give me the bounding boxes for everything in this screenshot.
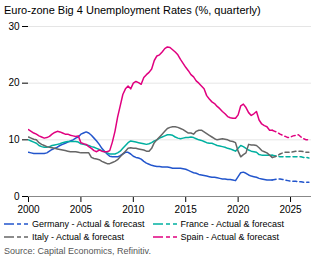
- svg-text:10: 10: [8, 134, 20, 145]
- html-text:Italy - Actual & forecast: Italy - Actual & forecast: [32, 232, 124, 242]
- html-text:Spain - Actual & forecast: Spain - Actual & forecast: [180, 232, 280, 242]
- svg-text:2000: 2000: [17, 204, 40, 215]
- svg-text:2020: 2020: [227, 204, 250, 215]
- svg-text:0: 0: [14, 191, 20, 202]
- svg-text:2005: 2005: [70, 204, 93, 215]
- html-text:Germany - Actual & forecast: Germany - Actual & forecast: [32, 219, 145, 229]
- svg-text:20: 20: [8, 77, 20, 88]
- svg-text:2015: 2015: [175, 204, 198, 215]
- html-text:Euro-zone Big 4 Unemployment R: Euro-zone Big 4 Unemployment Rates (%, q…: [4, 4, 261, 16]
- html-text:Source: Capital Economics, Ref: Source: Capital Economics, Refinitiv.: [4, 246, 151, 256]
- svg-text:30: 30: [8, 21, 20, 32]
- svg-text:2025: 2025: [279, 204, 302, 215]
- html-text:France - Actual & forecast: France - Actual & forecast: [180, 219, 285, 229]
- svg-text:2010: 2010: [122, 204, 145, 215]
